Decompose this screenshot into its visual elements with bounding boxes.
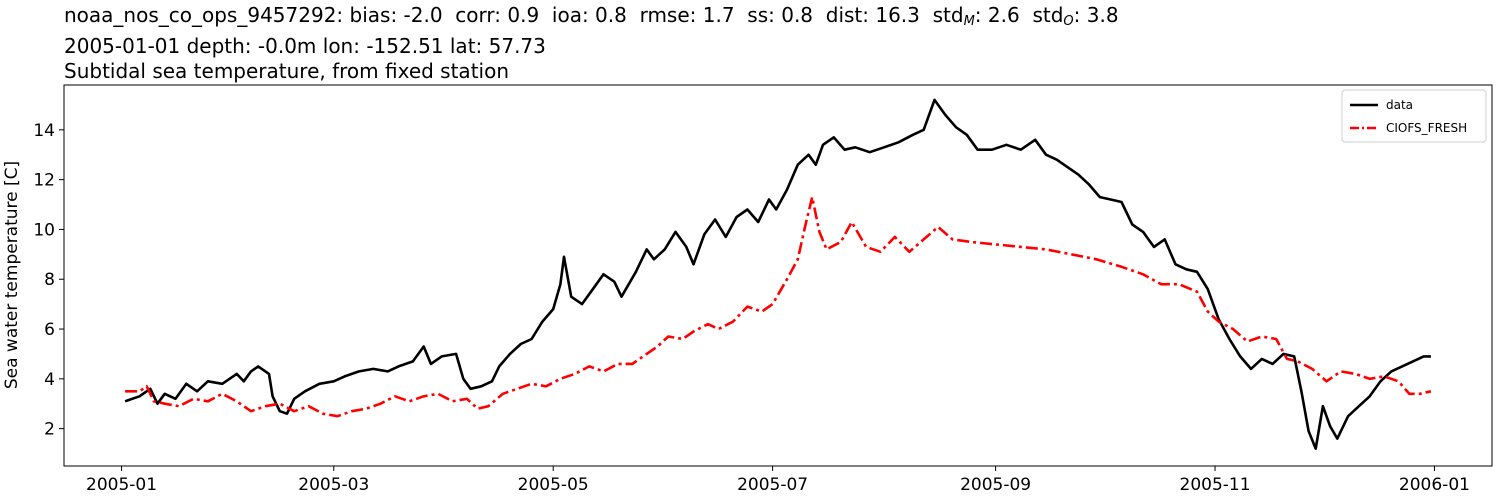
legend-box xyxy=(1341,89,1487,143)
y-tick-label: 2 xyxy=(44,420,55,440)
y-tick-label: 6 xyxy=(44,320,55,340)
station-name: noaa_nos_co_ops_9457292 xyxy=(64,3,337,27)
y-tick-label: 12 xyxy=(33,171,55,191)
y-tick-label: 10 xyxy=(33,220,55,240)
std-model: stdM: 2.6 xyxy=(932,3,1020,29)
legend-entry: CIOFS_FRESH xyxy=(1386,121,1467,135)
plot-frame xyxy=(63,84,1493,467)
stat-dist: dist: 16.3 xyxy=(825,3,920,27)
series-lines xyxy=(124,98,1432,450)
stat-ss: ss: 0.8 xyxy=(747,3,814,27)
y-tick-label: 8 xyxy=(44,270,55,290)
x-tick-label: 2005-11 xyxy=(1180,475,1251,495)
chart-subtitle-description: Subtidal sea temperature, from fixed sta… xyxy=(64,59,509,83)
x-tick-label: 2005-01 xyxy=(86,475,157,495)
x-tick-label: 2005-03 xyxy=(298,475,369,495)
stats-list: bias: -2.0 corr: 0.9 ioa: 0.8 rmse: 1.7 … xyxy=(350,3,933,27)
x-tick-label: 2005-05 xyxy=(518,475,589,495)
std-observed: stdO: 3.8 xyxy=(1032,3,1119,29)
chart-subtitle-location: 2005-01-01 depth: -0.0m lon: -152.51 lat… xyxy=(64,34,546,58)
axis-ticks: 2005-01 2005-03 2005-05 2005-07 2005-09 2005-… xyxy=(33,121,1470,495)
legend: data CIOFS_FRESH xyxy=(1341,89,1487,143)
stat-corr: corr: 0.9 xyxy=(455,3,540,27)
x-tick-label: 2005-09 xyxy=(960,475,1031,495)
stat-ioa: ioa: 0.8 xyxy=(551,3,627,27)
y-axis-label: Sea water temperature [C] xyxy=(2,160,22,390)
legend-entry: data xyxy=(1386,98,1413,112)
series-line-ciofs-fresh xyxy=(125,195,1432,418)
chart-title-stats: noaa_nos_co_ops_9457292: bias: -2.0 corr… xyxy=(64,3,1119,29)
stat-bias: bias: -2.0 xyxy=(349,3,443,27)
x-tick-label: 2006-01 xyxy=(1399,475,1470,495)
y-tick-label: 14 xyxy=(33,121,55,141)
series-line-data xyxy=(124,98,1431,450)
plot-area xyxy=(63,84,1493,467)
x-tick-label: 2005-07 xyxy=(737,475,808,495)
stat-rmse: rmse: 1.7 xyxy=(639,3,735,27)
y-tick-label: 4 xyxy=(44,370,55,390)
